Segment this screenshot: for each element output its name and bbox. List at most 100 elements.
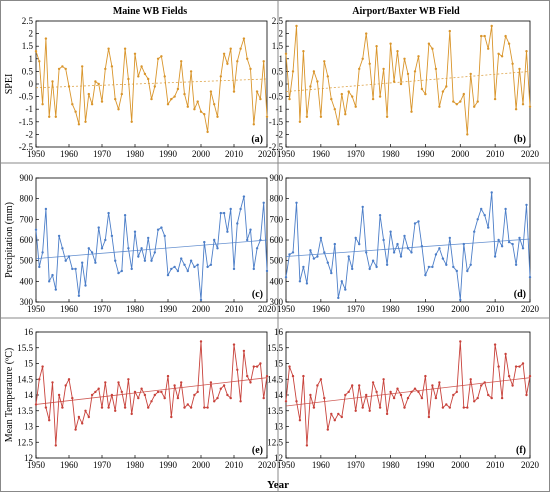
temp-airport-ytick-label: 14: [274, 390, 284, 400]
precip-maine-point: [104, 238, 107, 242]
temp-maine-point: [67, 378, 71, 381]
spei-maine-xtick-label: 1970: [93, 149, 112, 159]
precip-maine-point: [57, 234, 61, 238]
spei-airport-point: [521, 103, 525, 106]
spei-maine-point: [97, 82, 100, 86]
precip-airport-point: [396, 242, 399, 246]
temp-maine-point: [147, 406, 150, 409]
precip-airport-point: [305, 282, 309, 285]
temp-airport-point: [438, 381, 441, 384]
precip-airport-point: [511, 242, 514, 246]
precip-maine-panel: 300 400 500 600 700 800 900 1950 1960 1970 1980 199…: [4, 173, 277, 314]
precip-airport-point: [445, 263, 448, 266]
spei-airport-point: [340, 92, 343, 96]
precip-airport-point: [371, 259, 375, 262]
temp-airport-point: [445, 403, 448, 406]
precip-airport-point: [459, 298, 462, 302]
temp-maine-ytick-label: 15.5: [17, 343, 33, 353]
precip-airport-panel: 300 400 500 600 700 800 900 1950 1960 1970 1980 199…: [270, 173, 540, 314]
spei-airport-panel-label: (b): [514, 134, 526, 145]
spei-airport-point: [385, 115, 389, 119]
spei-maine-panel: -2.5 -2 -1.5 -1 -0.5 0 0.5 1 1.5 2 2.5 1950 1960 1970…: [4, 16, 277, 159]
spei-airport-point: [371, 97, 375, 101]
temp-maine-point: [236, 368, 239, 371]
spei-airport-point: [368, 62, 371, 65]
temp-airport-point: [518, 365, 521, 368]
precip-maine-point: [249, 228, 252, 231]
temp-airport-point: [441, 406, 445, 409]
precip-maine-point: [97, 226, 100, 229]
temp-airport-point: [483, 381, 486, 384]
spei-maine-point: [143, 72, 147, 76]
temp-maine-point: [199, 340, 203, 343]
temp-maine-xtick-label: 2020: [258, 460, 277, 470]
precip-maine-point: [259, 238, 262, 242]
temp-airport-point: [448, 406, 451, 409]
precip-maine-point: [140, 247, 143, 250]
spei-airport-point: [406, 72, 410, 76]
temp-maine-trend-line: [35, 377, 268, 405]
precip-airport-point: [514, 263, 518, 266]
temp-maine-point: [183, 406, 186, 409]
spei-airport-point: [514, 108, 518, 111]
precip-airport-xtick-label: 1960: [312, 304, 331, 314]
precip-maine-point: [186, 269, 189, 273]
temp-airport-point: [480, 384, 483, 387]
temp-airport-point: [389, 390, 392, 394]
precip-airport-point: [316, 255, 319, 258]
temp-maine-y-axis-title: Mean Temperature (ºC): [4, 348, 15, 442]
spei-maine-panel-label: (a): [251, 134, 263, 145]
precip-maine-point: [137, 255, 140, 258]
temp-maine-point: [173, 384, 176, 387]
temp-maine-point: [51, 381, 54, 384]
spei-maine-point: [71, 103, 74, 106]
precip-maine-point: [51, 273, 54, 277]
spei-airport-point: [438, 105, 441, 108]
temp-maine-point: [255, 365, 259, 368]
temp-maine-point: [120, 390, 124, 394]
precip-maine-point: [77, 294, 81, 297]
spei-airport-point: [518, 67, 521, 71]
temp-airport-point: [504, 352, 507, 356]
precip-airport-point: [326, 261, 329, 264]
temp-maine-point: [166, 374, 170, 378]
temp-airport-point: [399, 393, 403, 397]
spei-airport-point: [462, 92, 465, 96]
temp-maine-point: [189, 406, 193, 409]
precip-maine-point: [242, 195, 246, 198]
spei-maine-xtick-label: 1980: [126, 149, 145, 159]
spei-airport-point: [424, 92, 427, 96]
temp-maine-point: [127, 378, 130, 381]
spei-maine-point: [226, 62, 229, 65]
temp-maine-ytick-label: 13.5: [17, 406, 33, 416]
temp-maine-point: [226, 393, 229, 397]
precip-maine-xtick-label: 1970: [93, 304, 112, 314]
precip-maine-ytick-label: 700: [20, 214, 34, 224]
spei-airport-point: [344, 113, 347, 116]
temp-maine-ytick-label: 16: [24, 327, 34, 337]
spei-airport-xtick-label: 2010: [486, 149, 505, 159]
precip-airport-point: [330, 271, 333, 275]
temp-maine-point: [262, 396, 265, 400]
temp-airport-point: [413, 387, 417, 390]
precip-airport-point: [378, 214, 382, 217]
temp-maine-point: [114, 409, 117, 412]
temp-airport-point: [298, 419, 302, 422]
temp-airport-point: [354, 409, 357, 412]
temp-airport-point: [427, 415, 431, 419]
temp-airport-point: [347, 390, 350, 394]
temp-airport-point: [340, 415, 343, 419]
spei-maine-point: [41, 103, 44, 106]
precip-maine-point: [216, 247, 219, 250]
precip-airport-point: [466, 269, 469, 273]
spei-maine-point: [252, 123, 255, 126]
spei-airport-point: [291, 70, 295, 73]
spei-airport-ytick-label: -2.5: [269, 142, 284, 152]
precip-maine-point: [44, 207, 48, 211]
spei-maine-point: [133, 52, 137, 55]
temp-airport-point: [344, 393, 347, 397]
temp-maine-point: [110, 393, 114, 397]
temp-maine-point: [57, 393, 61, 397]
precip-maine-xtick-label: 1980: [126, 304, 145, 314]
